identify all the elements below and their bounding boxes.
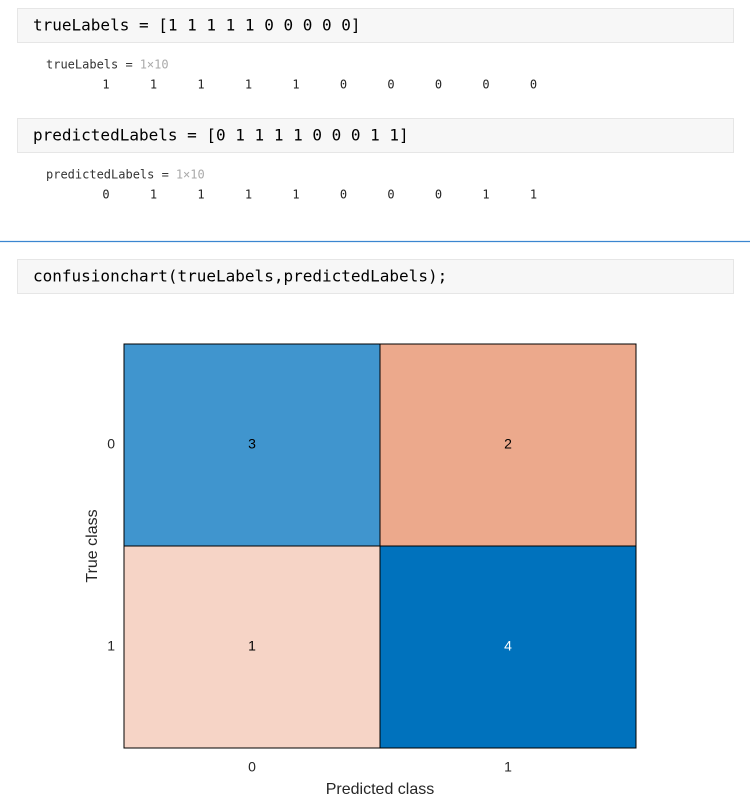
output-value: 0	[387, 188, 394, 202]
cell-count: 4	[504, 638, 512, 654]
x-tick-label: 1	[504, 759, 512, 775]
output-value: 1	[530, 188, 537, 202]
cell-count: 3	[248, 436, 256, 452]
output-value: 1	[197, 78, 204, 92]
matrix-cell	[123, 343, 381, 547]
code-cell[interactable]	[17, 118, 734, 153]
output-value: 0	[340, 78, 347, 92]
output-name: trueLabels =	[46, 58, 133, 72]
output-value: 1	[292, 78, 299, 92]
output-value: 1	[245, 188, 252, 202]
output-value: 1	[197, 188, 204, 202]
output-value: 0	[340, 188, 347, 202]
output-value: 0	[482, 78, 489, 92]
output-size: 1×10	[140, 58, 169, 72]
output-name: predictedLabels =	[46, 168, 169, 182]
output-value: 1	[482, 188, 489, 202]
output-value: 1	[245, 78, 252, 92]
output-value: 1	[150, 188, 157, 202]
output-value: 1	[292, 188, 299, 202]
matrix-cell	[123, 545, 381, 749]
code-cell[interactable]	[17, 8, 734, 43]
matrix-cell	[379, 545, 637, 749]
y-axis-label: True class	[84, 509, 101, 582]
output-value: 1	[102, 78, 109, 92]
code-text: predictedLabels = [0 1 1 1 1 0 0 0 1 1]	[33, 126, 409, 145]
output-value: 0	[102, 188, 109, 202]
output-value: 1	[150, 78, 157, 92]
cell-count: 2	[504, 436, 512, 452]
x-axis-label: Predicted class	[326, 781, 435, 798]
y-tick-label: 1	[107, 638, 115, 654]
output-value: 0	[435, 188, 442, 202]
cell-count: 1	[248, 638, 256, 654]
code-text: confusionchart(trueLabels,predictedLabel…	[33, 267, 447, 286]
output-value: 0	[435, 78, 442, 92]
code-text: trueLabels = [1 1 1 1 1 0 0 0 0 0]	[33, 16, 361, 35]
x-tick-label: 0	[248, 759, 256, 775]
output-value: 0	[387, 78, 394, 92]
output-size: 1×10	[176, 168, 205, 182]
matrix-cell	[379, 343, 637, 547]
code-cell[interactable]	[17, 259, 734, 294]
y-tick-label: 0	[107, 436, 115, 452]
output-value: 0	[530, 78, 537, 92]
